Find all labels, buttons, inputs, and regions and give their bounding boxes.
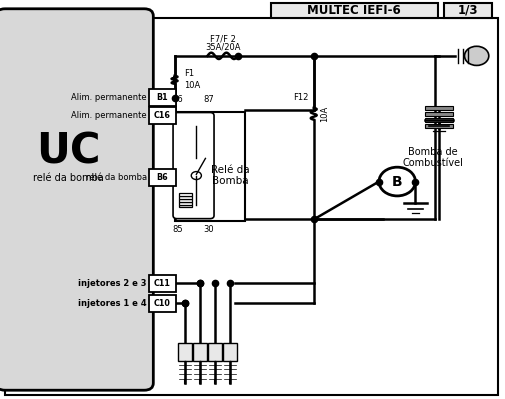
Bar	[149, 89, 175, 106]
Text: relé da bomba: relé da bomba	[85, 173, 146, 182]
Circle shape	[378, 167, 415, 196]
Bar	[179, 194, 192, 196]
Bar	[424, 124, 452, 128]
Bar	[443, 3, 491, 18]
Bar	[179, 199, 192, 202]
FancyBboxPatch shape	[0, 9, 153, 390]
Bar	[424, 112, 452, 116]
Bar	[424, 106, 452, 110]
Bar	[149, 107, 175, 124]
Bar	[149, 169, 175, 186]
Circle shape	[464, 46, 488, 65]
Bar	[208, 343, 222, 361]
Text: 86: 86	[172, 95, 183, 104]
Text: B6: B6	[157, 173, 168, 182]
Text: Relé da
Bomba: Relé da Bomba	[211, 165, 249, 186]
Text: 35A/20A: 35A/20A	[205, 42, 240, 51]
Text: C10: C10	[154, 299, 171, 308]
Bar	[223, 343, 237, 361]
Text: F12: F12	[293, 93, 308, 102]
Text: Bomba de
Combustível: Bomba de Combustível	[401, 147, 462, 168]
Text: 10A: 10A	[183, 81, 199, 90]
Bar	[424, 118, 452, 122]
Bar	[149, 295, 175, 312]
Bar	[174, 112, 245, 221]
Text: F7/F 2: F7/F 2	[209, 35, 235, 44]
Text: B: B	[391, 174, 401, 189]
Text: C16: C16	[154, 111, 171, 120]
Text: Alim. permanente: Alim. permanente	[71, 93, 146, 102]
Bar	[270, 3, 437, 18]
Bar	[149, 275, 175, 292]
Text: F1: F1	[183, 69, 193, 78]
Text: 87: 87	[203, 95, 214, 104]
Text: MULTEC IEFI-6: MULTEC IEFI-6	[307, 4, 400, 17]
Text: C11: C11	[154, 279, 171, 288]
Text: B1: B1	[157, 93, 168, 102]
Text: Alim. permanente: Alim. permanente	[71, 111, 146, 120]
FancyBboxPatch shape	[173, 113, 214, 219]
Text: UC: UC	[36, 130, 100, 173]
Text: injetores 2 e 3: injetores 2 e 3	[78, 279, 146, 288]
Text: 10A: 10A	[319, 106, 328, 122]
Bar	[179, 196, 192, 199]
Bar	[177, 343, 191, 361]
Bar	[179, 202, 192, 205]
Text: 1/3: 1/3	[457, 4, 478, 17]
Text: 85: 85	[172, 225, 182, 235]
Text: relé da bomba: relé da bomba	[33, 172, 104, 183]
Bar	[179, 205, 192, 207]
Text: 30: 30	[204, 225, 214, 235]
Bar	[192, 343, 207, 361]
Text: injetores 1 e 4: injetores 1 e 4	[78, 299, 146, 308]
